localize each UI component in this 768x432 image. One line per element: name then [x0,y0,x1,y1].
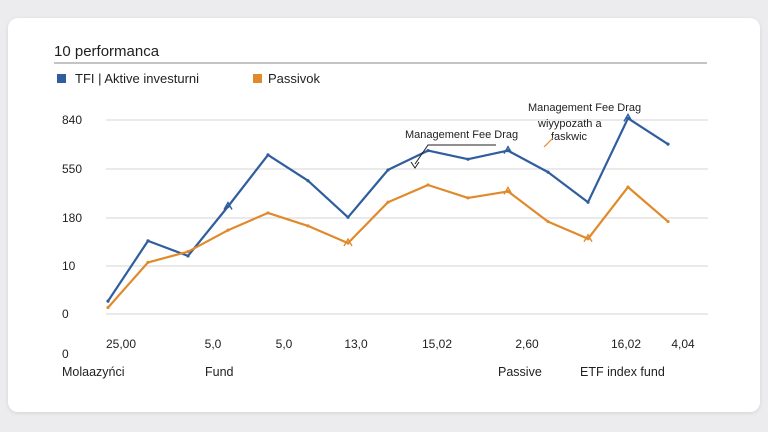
gridlines [106,119,708,315]
data-point [346,215,350,219]
annotation-arrow-1 [414,144,496,165]
data-point [266,153,270,157]
y-tick-label: 180 [62,211,82,225]
peak-marker [503,186,513,195]
data-point [306,224,310,228]
legend-label-active: TFI | Aktive investurni [75,71,199,86]
data-point [586,200,590,204]
data-point [466,157,470,161]
data-point [426,149,430,153]
y-tick-label: 550 [62,162,82,176]
data-point [466,196,470,200]
x-tick-label: 25,00 [106,337,136,351]
x-tick-label: 5,0 [276,337,293,351]
legend-label-passive: Passivok [268,71,321,86]
y-tick-label: 0 [62,307,69,321]
x-tick-label: 2,60 [515,337,539,351]
y-tick-label: 840 [62,113,82,127]
data-point [306,179,310,183]
arrow-head-icon [410,161,420,169]
category-label: Molaazyńci [62,365,125,379]
x-tick-label: 4,04 [671,337,695,351]
data-point [586,237,590,241]
peak-marker [583,233,593,243]
category-label: Passive [498,365,542,379]
chart-card [8,18,760,412]
y-tick-label: 0 [62,347,69,361]
x-tick-label: 16,02 [611,337,641,351]
data-point [186,250,190,254]
peak-marker [623,112,633,122]
annotation-fee-drag-1: Management Fee Drag [405,129,518,141]
data-point [266,211,270,215]
peak-marker [343,237,353,247]
data-point [226,228,230,232]
data-point [626,185,630,189]
data-point [546,219,550,224]
peak-marker [223,201,233,210]
data-point [186,254,190,258]
peak-marker [503,145,513,154]
data-point [426,183,430,187]
data-point [346,241,350,245]
legend-swatch-active [57,74,66,83]
annotation-fee-drag-2: Management Fee Drag [528,102,641,114]
data-point [226,204,230,209]
chart-title: 10 performanca [54,43,160,60]
data-point [106,299,110,303]
category-label: Fund [205,365,234,379]
data-point [386,168,390,172]
data-point [506,189,510,194]
x-axis-ticks: 25,00 5,0 5,0 13,0 15,02 2,60 16,02 4,04 [106,337,695,351]
series-line-active [106,117,670,303]
y-axis-ticks: 840 550 180 10 0 0 [62,113,82,361]
category-label: ETF index fund [580,365,665,379]
annotation-note-2: faskwic [551,131,588,143]
legend-swatch-passive [253,74,262,83]
annotation-arrow-2 [543,137,554,148]
x-tick-label: 5,0 [205,337,222,351]
category-labels: Molaazyńci Fund Passive ETF index fund [62,365,665,379]
data-point [146,260,150,264]
data-point [506,149,510,153]
data-point [666,142,670,146]
data-point [386,200,390,204]
annotation-note-1: wiyypozath a [537,118,602,130]
data-point [666,219,670,224]
series-layer [106,112,670,310]
data-point [626,116,630,120]
data-point [546,170,550,174]
x-tick-label: 15,02 [422,337,452,351]
annotations: Management Fee Drag Management Fee Drag wi… [405,102,641,169]
x-tick-label: 13,0 [344,337,368,351]
data-point [146,239,150,243]
data-point [106,305,110,310]
y-tick-label: 10 [62,259,76,273]
